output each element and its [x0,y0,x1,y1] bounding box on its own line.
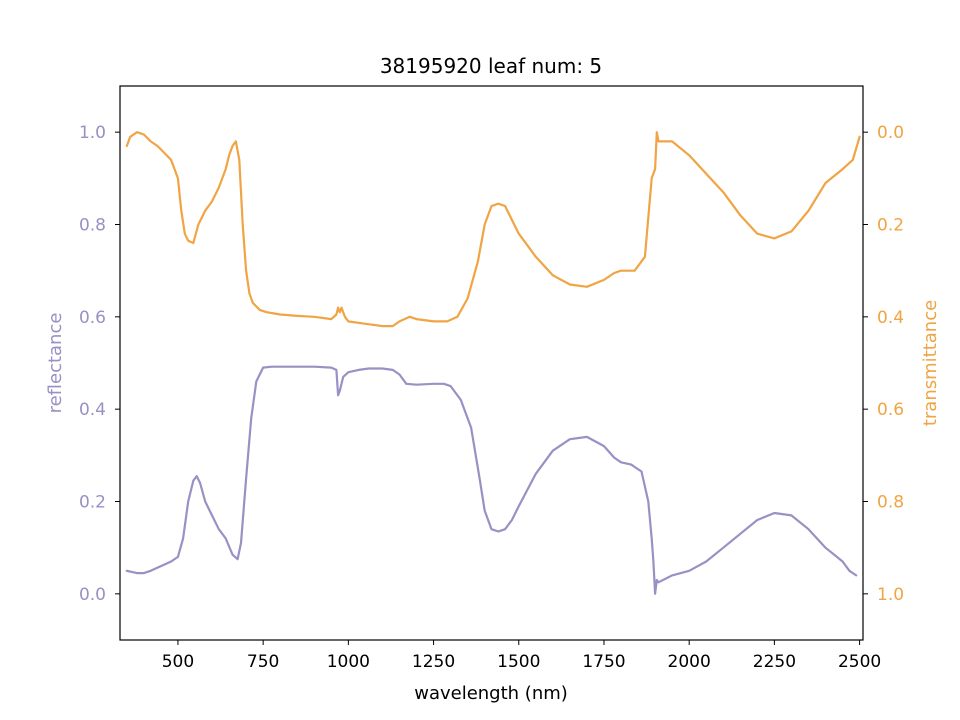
y-right-tick-label: 0.2 [877,216,904,236]
y-right-axis-ticks: 0.0 0.2 0.4 0.6 0.8 1.0 [863,123,904,605]
y-left-tick-label: 0.6 [79,308,106,328]
x-tick-label: 500 [162,652,194,672]
plot-frame [119,85,864,641]
y-left-tick-label: 0.8 [79,216,106,236]
y-right-tick-label: 0.8 [877,493,904,513]
x-tick-label: 2500 [838,652,881,672]
y-right-tick-label: 0.6 [877,400,904,420]
plot-lines [125,131,861,595]
y-right-axis-label: transmittance [920,300,941,426]
y-right-tick-label: 1.0 [877,585,904,605]
y-left-axis-label: reflectance [45,313,66,414]
x-axis-label: wavelength (nm) [414,683,568,704]
x-tick-label: 2250 [753,652,796,672]
y-right-tick-label: 0.0 [877,123,904,143]
x-tick-label: 1250 [412,652,455,672]
y-right-tick-label: 0.4 [877,308,904,328]
y-left-tick-label: 0.4 [79,400,106,420]
x-tick-label: 1750 [582,652,625,672]
reflectance-series-line [125,365,858,595]
x-tick-label: 2000 [668,652,711,672]
y-left-tick-label: 0.0 [79,585,106,605]
y-left-axis-ticks: 0.0 0.2 0.4 0.6 0.8 1.0 [79,123,120,605]
chart-title: 38195920 leaf num: 5 [380,54,602,78]
x-tick-label: 1500 [497,652,540,672]
y-left-tick-label: 0.2 [79,493,106,513]
x-tick-label: 750 [247,652,279,672]
x-axis-ticks: 500 750 1000 1250 1500 1750 2000 2250 2500 [162,640,881,672]
transmittance-series-line [125,131,861,328]
x-tick-label: 1000 [327,652,370,672]
y-left-tick-label: 1.0 [79,123,106,143]
